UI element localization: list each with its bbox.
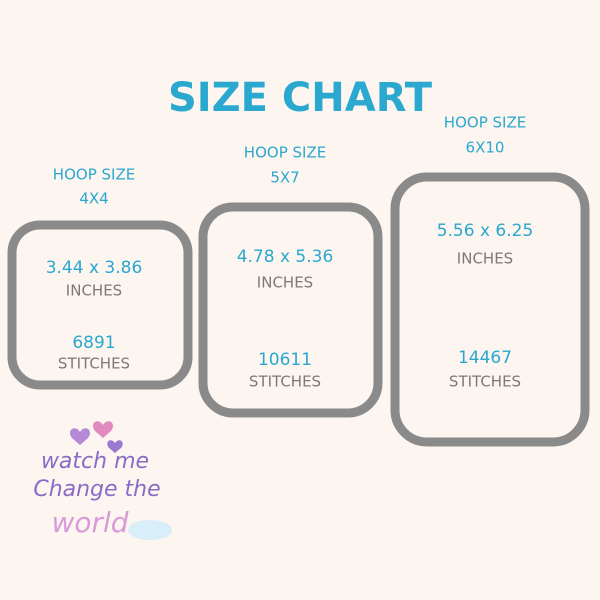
stitch-count: 6891	[72, 333, 115, 353]
hoop-frame	[198, 202, 383, 418]
heart	[93, 421, 113, 438]
hoop-frame	[7, 220, 193, 390]
logo-line: world	[51, 506, 128, 539]
dimensions: 3.44 x 3.86	[46, 258, 143, 278]
hoop-size: 6X10	[466, 139, 505, 157]
heart	[107, 440, 123, 453]
dimensions: 4.78 x 5.36	[237, 247, 334, 267]
hoop-label: HOOP SIZE	[53, 166, 135, 184]
hoop-label: HOOP SIZE	[444, 114, 526, 132]
units: INCHES	[257, 274, 313, 292]
hoop-frame	[390, 172, 590, 447]
logo-line: watch me	[41, 449, 149, 474]
units: INCHES	[457, 250, 513, 268]
hoop-size: 5X7	[270, 169, 299, 187]
title: SIZE CHART	[168, 75, 433, 121]
units: INCHES	[66, 282, 122, 300]
hoop-label: HOOP SIZE	[244, 144, 326, 162]
stitch-count: 14467	[458, 348, 512, 368]
dimensions: 5.56 x 6.25	[437, 221, 534, 241]
hoop-size: 4X4	[79, 190, 108, 208]
stitches-label: STITCHES	[449, 373, 521, 391]
cloud	[128, 520, 172, 540]
stitches-label: STITCHES	[58, 355, 130, 373]
stitch-count: 10611	[258, 350, 312, 370]
heart	[70, 428, 90, 445]
logo-line: Change the	[33, 477, 160, 502]
stitches-label: STITCHES	[249, 373, 321, 391]
logo: watch me Change the world	[33, 421, 172, 540]
